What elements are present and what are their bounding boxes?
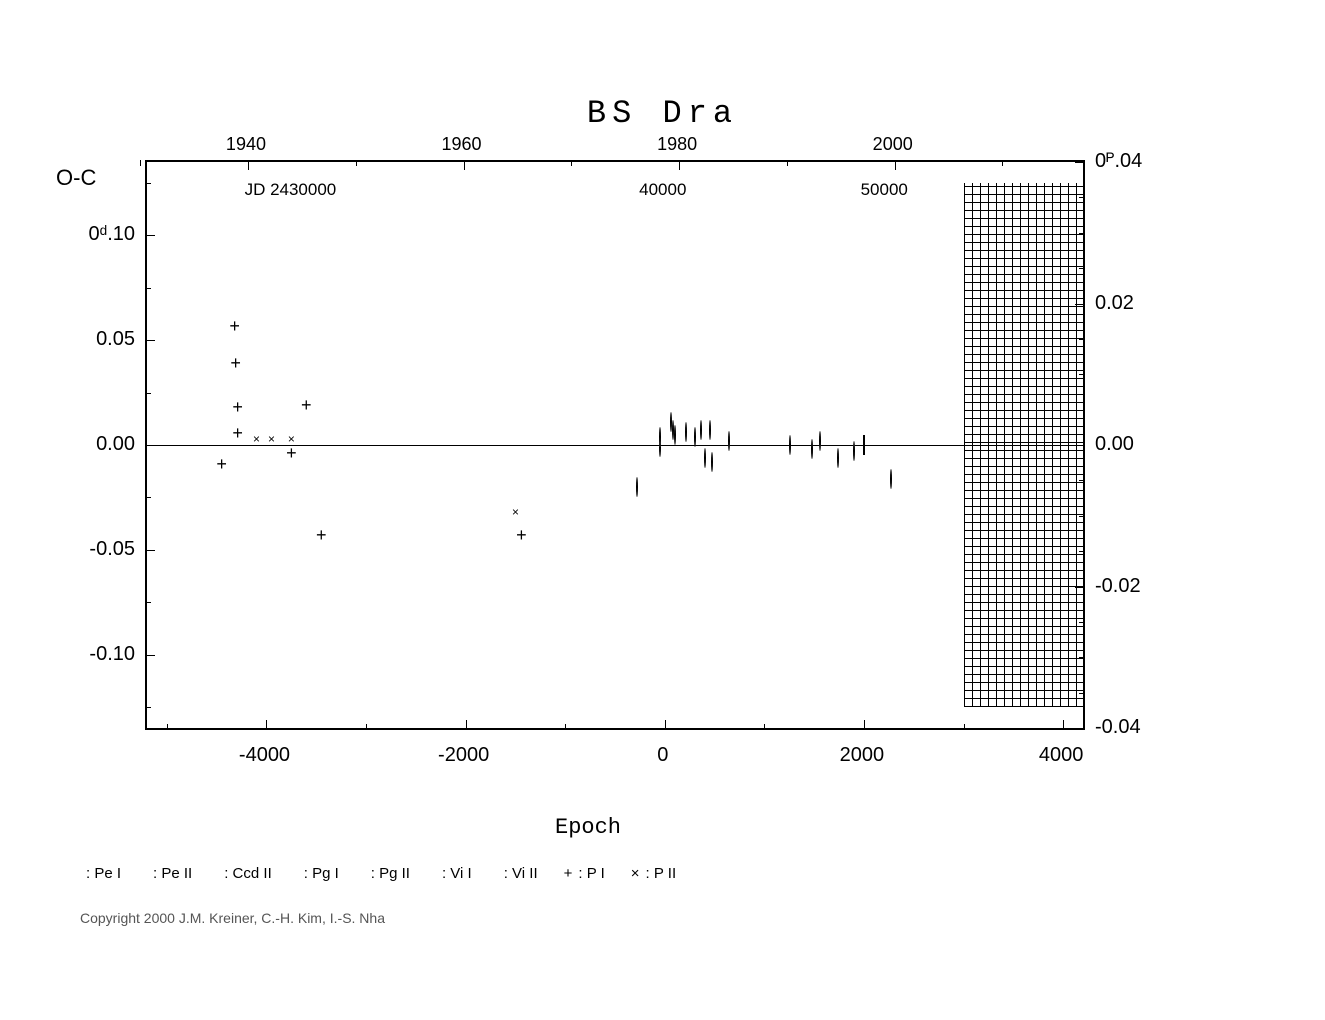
x-top-tick-label: 1960 — [442, 134, 482, 155]
y-right-tick-label: -0.02 — [1095, 575, 1141, 598]
y-left-tick-label: 0ᵈ.10 — [89, 223, 135, 246]
data-point — [890, 470, 892, 488]
legend-label: : Vi II — [504, 865, 538, 882]
x-tick-label: -2000 — [438, 744, 489, 767]
y-right-tick-label: -0.04 — [1095, 716, 1141, 739]
page-root: BS Dra O-C Epoch +++++×××+++×+ : Pe I: P… — [0, 0, 1325, 1020]
legend-item: : Pe II — [147, 865, 192, 882]
data-point — [709, 421, 711, 439]
data-point: + — [229, 319, 240, 337]
legend-item: : Ccd II — [218, 865, 272, 882]
jd-tick-label: 40000 — [639, 180, 686, 200]
data-point: + — [301, 398, 312, 416]
data-point — [659, 428, 661, 446]
x-tick-label: 4000 — [1039, 744, 1084, 767]
y-right-tick-label: 0ᴾ.04 — [1095, 150, 1142, 173]
copyright: Copyright 2000 J.M. Kreiner, C.-H. Kim, … — [80, 910, 385, 926]
y-left-tick-label: 0.00 — [96, 433, 135, 456]
data-point — [711, 453, 713, 471]
x-top-tick-label: 1980 — [657, 134, 697, 155]
legend-label: : P I — [578, 865, 604, 882]
jd-anchor-label: JD 2430000 — [245, 180, 337, 200]
data-point: + — [232, 400, 243, 418]
x-tick-label: -4000 — [239, 744, 290, 767]
data-point — [853, 442, 855, 460]
legend-item: : Pg II — [365, 865, 410, 882]
legend-label: : Vi I — [442, 865, 472, 882]
legend-label: : Pe II — [153, 865, 192, 882]
data-point: + — [230, 356, 241, 374]
data-point — [685, 423, 687, 441]
chart-title: BS Dra — [587, 95, 738, 132]
data-point — [789, 436, 791, 454]
jd-tick-label: 50000 — [861, 180, 908, 200]
y-left-label: O-C — [56, 165, 96, 191]
legend-item: : Pe I — [80, 865, 121, 882]
data-point — [819, 432, 821, 450]
legend-item: + : P I — [564, 865, 605, 882]
x-top-tick-label: 1940 — [226, 134, 266, 155]
legend-marker-icon: + — [564, 865, 573, 882]
legend: : Pe I : Pe II : Ccd II : Pg I : Pg II : Vi I… — [80, 865, 676, 882]
y-right-tick-label: 0.02 — [1095, 292, 1134, 315]
data-point — [811, 440, 813, 458]
x-tick-label: 0 — [657, 744, 668, 767]
data-point: × — [268, 430, 275, 448]
legend-label: : Ccd II — [224, 865, 272, 882]
data-point — [674, 426, 676, 444]
data-point: × — [512, 503, 519, 521]
data-point — [837, 449, 839, 467]
data-point: + — [286, 446, 297, 464]
y-left-tick-label: -0.05 — [89, 538, 135, 561]
plot-area: +++++×××+++×+ — [145, 160, 1085, 730]
y-left-tick-label: -0.10 — [89, 643, 135, 666]
x-top-tick-label: 2000 — [873, 134, 913, 155]
legend-item: × : P II — [631, 865, 676, 882]
data-point: × — [253, 430, 260, 448]
data-point — [728, 432, 730, 450]
data-point — [863, 436, 865, 454]
legend-item: : Vi I — [436, 865, 472, 882]
legend-label: : P II — [646, 865, 677, 882]
data-point: + — [316, 528, 327, 546]
data-point — [694, 428, 696, 446]
legend-item: : Pg I — [298, 865, 339, 882]
data-point — [636, 478, 638, 496]
y-right-tick-label: 0.00 — [1095, 433, 1134, 456]
data-point — [704, 449, 706, 467]
data-point: + — [232, 426, 243, 444]
legend-label: : Pg II — [371, 865, 410, 882]
y-left-tick-label: 0.05 — [96, 328, 135, 351]
legend-label: : Pg I — [304, 865, 339, 882]
legend-item: : Vi II — [498, 865, 538, 882]
x-tick-label: 2000 — [840, 744, 885, 767]
data-point: + — [216, 457, 227, 475]
future-hatched-region — [964, 183, 1083, 707]
data-point — [700, 421, 702, 439]
x-bottom-label: Epoch — [555, 815, 621, 840]
legend-label: : Pe I — [86, 865, 121, 882]
legend-marker-icon: × — [631, 865, 640, 882]
data-point: + — [516, 528, 527, 546]
